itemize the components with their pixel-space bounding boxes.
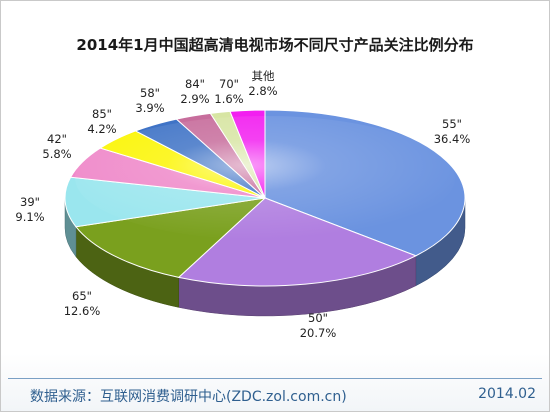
slice-label-3: 39"	[20, 195, 40, 209]
data-source: 数据来源：互联网消费调研中心(ZDC.zol.com.cn)	[30, 389, 347, 405]
slice-label-5: 85"	[92, 107, 112, 121]
slice-label-7: 84"	[185, 77, 205, 91]
slice-value-8: 1.6%	[214, 92, 243, 106]
slice-value-6: 3.9%	[135, 101, 164, 115]
slice-value-7: 2.9%	[180, 92, 209, 106]
slice-1	[177, 197, 418, 287]
footer-divider	[8, 378, 542, 379]
chart-title: 2014年1月中国超高清电视市场不同尺寸产品关注比例分布	[76, 36, 474, 54]
slice-value-2: 12.6%	[64, 304, 101, 318]
slice-label-2: 65"	[72, 289, 92, 303]
slice-label-1: 50"	[308, 311, 328, 325]
slice-value-9: 2.8%	[248, 84, 277, 98]
slice-value-3: 9.1%	[15, 210, 44, 224]
slice-label-6: 58"	[140, 86, 160, 100]
slice-label-9: 其他	[252, 69, 275, 83]
slice-value-1: 20.7%	[300, 326, 337, 340]
slice-label-4: 42"	[47, 132, 67, 146]
slice-label-0: 55"	[442, 117, 462, 131]
slice-value-0: 36.4%	[434, 132, 471, 146]
slice-value-5: 4.2%	[87, 122, 116, 136]
slice-label-8: 70"	[219, 77, 239, 91]
slice-value-4: 5.8%	[42, 147, 71, 161]
report-date: 2014.02	[478, 386, 536, 402]
